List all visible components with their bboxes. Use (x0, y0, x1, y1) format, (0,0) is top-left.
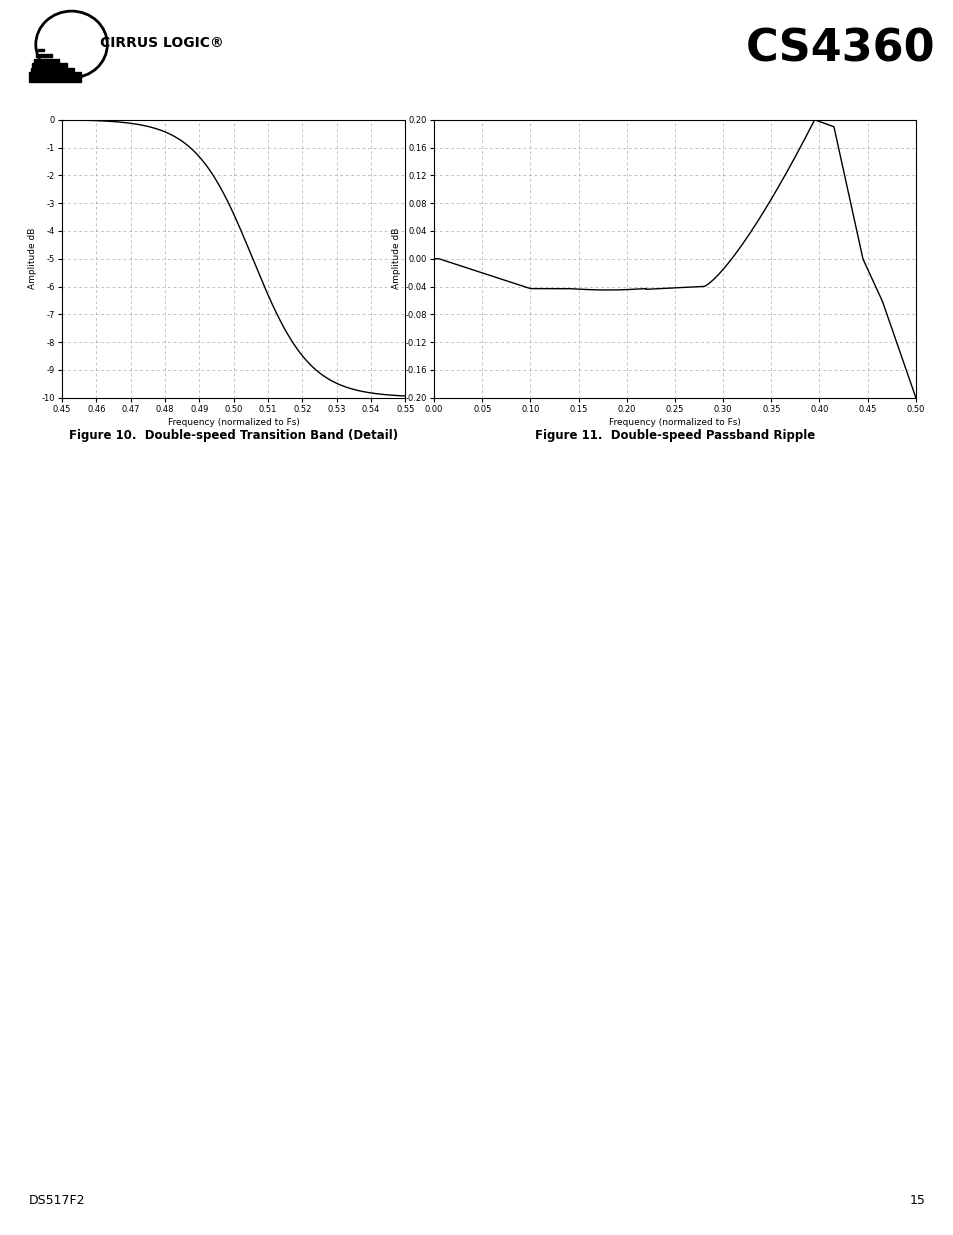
Text: CIRRUS LOGIC®: CIRRUS LOGIC® (100, 36, 224, 49)
Bar (32, 63, 67, 70)
Bar (38, 49, 44, 51)
Bar (34, 58, 59, 63)
Bar (36, 54, 51, 57)
Text: Figure 10.  Double-speed Transition Band (Detail): Figure 10. Double-speed Transition Band … (70, 429, 397, 442)
Y-axis label: Amplitude dB: Amplitude dB (29, 228, 37, 289)
X-axis label: Frequency (normalized to Fs): Frequency (normalized to Fs) (168, 417, 299, 427)
Text: CS4360: CS4360 (744, 27, 934, 70)
Text: DS517F2: DS517F2 (29, 1194, 85, 1208)
Bar (29, 73, 81, 83)
Text: 15: 15 (908, 1194, 924, 1208)
X-axis label: Frequency (normalized to Fs): Frequency (normalized to Fs) (608, 417, 740, 427)
Y-axis label: Amplitude dB: Amplitude dB (392, 228, 401, 289)
Bar (30, 68, 74, 77)
Text: Figure 11.  Double-speed Passband Ripple: Figure 11. Double-speed Passband Ripple (535, 429, 814, 442)
